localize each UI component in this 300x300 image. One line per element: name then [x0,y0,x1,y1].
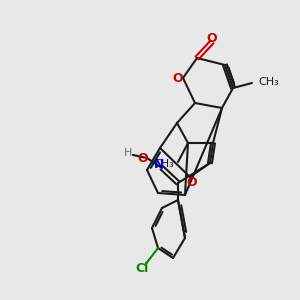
Text: H: H [124,148,132,158]
Text: CH₃: CH₃ [153,159,174,169]
Text: O: O [138,152,148,164]
Text: O: O [173,71,183,85]
Text: O: O [207,32,217,46]
Text: O: O [187,176,197,188]
Text: Cl: Cl [135,262,148,275]
Text: CH₃: CH₃ [258,77,279,87]
Text: N: N [154,158,164,172]
